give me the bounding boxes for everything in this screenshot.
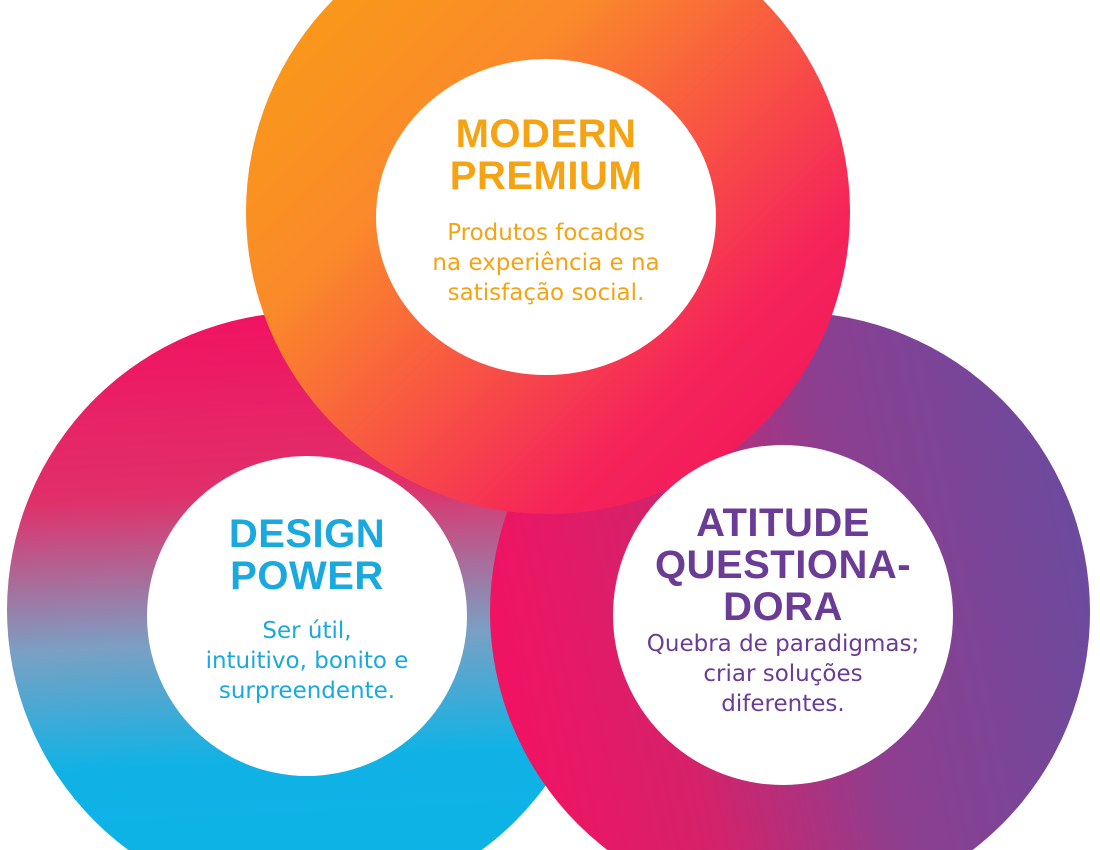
circle-design-power: DESIGN POWER Ser útil, intuitivo, bonito… <box>147 456 467 776</box>
design-power-description: Ser útil, intuitivo, bonito e surpreende… <box>205 618 409 704</box>
atitude-questionadora-title: ATITUDE QUESTIONA- DORA <box>654 501 912 630</box>
modern-premium-description: Produtos focados na experiência e na sat… <box>432 220 660 306</box>
atitude-questionadora-description: Quebra de paradigmas; criar soluções dif… <box>646 631 920 717</box>
circle-modern-premium: MODERN PREMIUM Produtos focados na exper… <box>376 59 716 375</box>
design-power-title: DESIGN POWER <box>228 512 386 599</box>
modern-premium-title: MODERN PREMIUM <box>449 112 643 199</box>
circle-atitude-questionadora: ATITUDE QUESTIONA- DORA Quebra de paradi… <box>613 445 953 785</box>
